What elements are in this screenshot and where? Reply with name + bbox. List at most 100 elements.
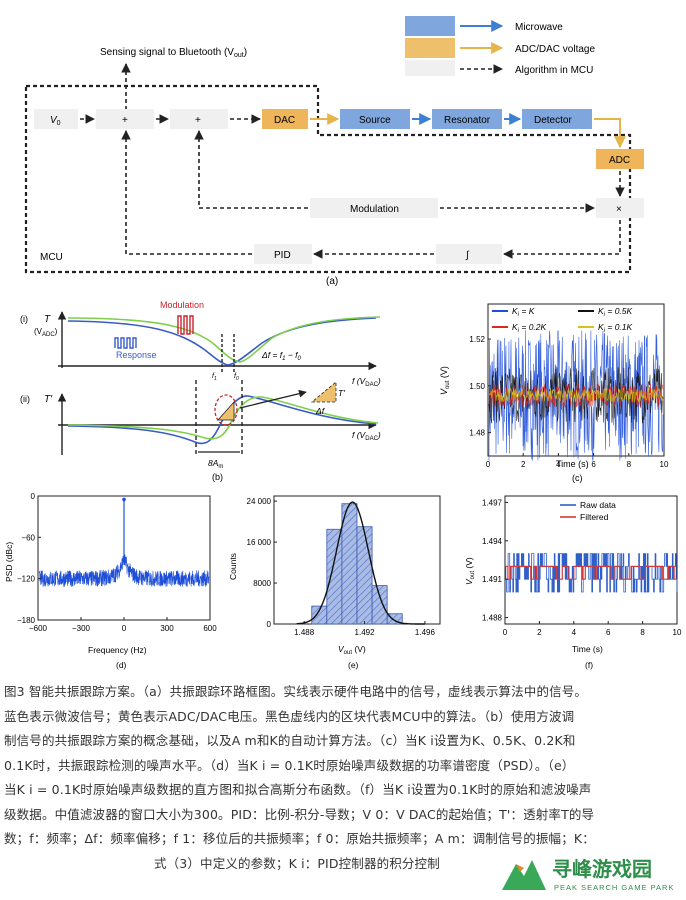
x-tick-label: 2	[521, 460, 526, 469]
f-ticks-group: 0 2 4 6 8 10 1.488 1.491 1.494 1.497	[482, 498, 682, 637]
d-ylabel: PSD (dBc)	[4, 542, 14, 582]
x-tick-label: −300	[72, 624, 91, 633]
x-tick-label: 8	[627, 460, 632, 469]
resonance-curve-shifted	[67, 316, 381, 363]
integral-label: ∫	[465, 250, 470, 261]
modulation-block	[310, 198, 438, 218]
y-tick-label: 16 000	[247, 538, 272, 547]
f-legend-label: Raw data	[580, 500, 616, 510]
c-legend-label: Ki = 0.5K	[598, 306, 633, 318]
panel-b-concept: (i) (ii) T (VADC) T' f (VDAC) Modulation…	[20, 300, 381, 482]
pid-label: PID	[274, 250, 291, 261]
e-histogram-bar	[311, 605, 328, 625]
y-tick-label: 1.497	[482, 498, 503, 507]
sum-1-sign: +	[122, 115, 128, 126]
e-xlabel: Vout (V)	[338, 644, 366, 656]
y-tick-label: 1.491	[482, 575, 503, 584]
y-tick-label: 0	[267, 620, 272, 629]
x-tick-label: 4	[556, 460, 561, 469]
modulation-waveform	[177, 315, 194, 335]
f1-label: f1	[212, 373, 217, 382]
f-filtered-line	[505, 565, 677, 580]
v0-block	[34, 109, 78, 129]
y-tick-label: 8000	[253, 579, 271, 588]
resonator-block	[432, 109, 502, 129]
f-legend-label: Filtered	[580, 512, 609, 522]
legend-algorithm-label: Algorithm in MCU	[515, 65, 593, 76]
mcu-boundary	[24, 84, 632, 274]
c-xlabel: Time (s)	[556, 459, 589, 469]
caption-line-1: 图3 智能共振跟踪方案。（a）共振跟踪环路框图。实线表示硬件电路中的信号，虚线表…	[4, 684, 588, 699]
watermark-logo: 寻峰游戏园 PEAK SEARCH GAME PARK	[498, 846, 682, 898]
resonator-label: Resonator	[444, 115, 491, 126]
panel-f-filtered: 0 2 4 6 8 10 1.488 1.491 1.494 1.497 Vout (V) Tim…	[464, 495, 682, 670]
delta-f-label: Δf = f1 − f0	[261, 350, 302, 362]
panel-a-label: (a)	[326, 276, 338, 287]
b-i-f-axis: f (VDAC)	[352, 376, 381, 388]
caption-line-3: 制信号的共振跟踪方案的概念基础，以及A m和K的自动计算方法。（c）当K i设置…	[4, 733, 576, 748]
x-tick-label: 1.496	[415, 628, 436, 637]
panel-b-ii-label: (ii)	[20, 394, 30, 404]
e-histogram-bar	[371, 585, 388, 625]
dac-label: DAC	[274, 115, 295, 126]
x-tick-label: 10	[673, 628, 682, 637]
caption-line-6: 级数据。中值滤波器的窗口大小为300。PID：比例-积分-导数；V 0：V DA…	[4, 806, 595, 822]
c-series-3	[488, 387, 664, 403]
f-legend: Raw data Filtered	[560, 500, 616, 522]
d-series-group	[38, 497, 210, 587]
y-tick-label: −180	[17, 616, 36, 625]
dac-block	[262, 109, 308, 129]
detector-block	[522, 109, 592, 129]
panel-d-psd-chart: −600 −300 0 300 600 0 −60 −120 −180 PSD (dBc) Fr…	[4, 492, 217, 670]
v0-label: V0	[50, 115, 61, 127]
legend-microwave-swatch	[405, 16, 455, 36]
8am-label: 8Am	[208, 458, 223, 470]
caption-line-5: 当K i = 0.1K时原始噪声级数据的直方图和拟合高斯分布函数。（f）当K i…	[4, 782, 592, 797]
source-label: Source	[359, 115, 391, 126]
e-gaussian-fit	[296, 501, 425, 625]
d-peak-marker	[122, 497, 126, 502]
legend-microwave-label: Microwave	[515, 22, 563, 33]
e-histogram-bar	[326, 528, 343, 625]
caption-line-4: 0.1K时，共振跟踪检测的噪声水平。（d）当K i = 0.1K时原始噪声级数据…	[4, 757, 575, 773]
integral-block	[436, 244, 502, 264]
y-tick-label: 1.48	[469, 429, 485, 438]
detector-to-adc	[594, 118, 626, 149]
x-tick-label: 6	[606, 628, 611, 637]
c-legend-label: Ki = 0.1K	[598, 322, 633, 334]
sensing-signal-label: Sensing signal to Bluetooth (Vout)	[100, 47, 247, 59]
c-series-1	[488, 367, 664, 424]
f-ylabel: Vout (V)	[464, 557, 476, 585]
watermark-title: 寻峰游戏园	[552, 857, 652, 881]
x-tick-label: −600	[29, 624, 48, 633]
legend-adc-swatch	[405, 38, 455, 58]
f-raw-line	[505, 553, 678, 593]
slope-highlight	[214, 394, 238, 426]
y-tick-label: 1.50	[469, 382, 485, 391]
modulation-to-sum2	[194, 130, 308, 209]
x-tick-label: 8	[640, 628, 645, 637]
x-tick-label: 10	[660, 460, 669, 469]
figure-3: Microwave ADC/DAC voltage Algorithm in M…	[4, 16, 682, 670]
pid-block	[254, 244, 312, 264]
e-histogram-bar	[386, 613, 403, 625]
f-xlabel: Time (s)	[572, 644, 603, 654]
mountain-icon	[502, 860, 546, 890]
x-tick-label: 1.492	[355, 628, 376, 637]
b-ii-f-axis: f (VDAC)	[352, 430, 381, 442]
sum-2-sign: +	[195, 115, 201, 126]
y-tick-label: −60	[21, 533, 35, 542]
multiply-to-integral	[503, 220, 621, 259]
panel-a-block-diagram: Microwave ADC/DAC voltage Algorithm in M…	[24, 16, 644, 287]
c-legend: Ki = K Ki = 0.5K Ki = 0.2K Ki = 0.1K	[492, 306, 633, 334]
panel-b-i-label: (i)	[20, 314, 28, 324]
c-legend-label: Ki = K	[512, 306, 535, 318]
x-tick-label: 2	[537, 628, 542, 637]
modulation-label: Modulation	[350, 204, 399, 215]
y-tick-label: 1.494	[482, 537, 503, 546]
c-ylabel: Vout (V)	[439, 366, 451, 395]
y-tick-label: −120	[17, 575, 36, 584]
adc-block	[596, 149, 644, 169]
adc-label: ADC	[609, 155, 630, 166]
x-tick-label: 0	[122, 624, 127, 633]
